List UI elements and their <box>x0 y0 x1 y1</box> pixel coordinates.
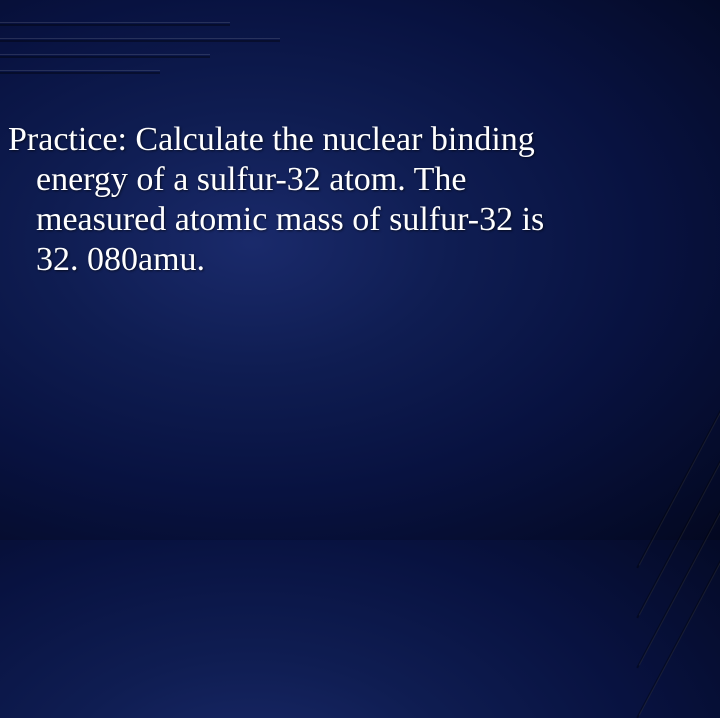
decor-streak <box>0 70 160 71</box>
decor-diagonal-shadow <box>636 353 720 619</box>
text-line-2: energy of a sulfur-32 atom. The <box>36 161 467 198</box>
decor-diagonal-shadow <box>636 303 720 569</box>
decor-streak <box>0 22 230 23</box>
decor-streak-shadow <box>0 40 280 42</box>
decor-streak <box>0 54 210 55</box>
decor-streak <box>0 38 280 39</box>
decor-streak-shadow <box>0 72 160 74</box>
text-line-4: 32. 080amu. <box>36 241 205 278</box>
slide-body-text: Practice: Calculate the nuclear binding … <box>8 120 680 280</box>
decor-streak-shadow <box>0 56 210 58</box>
decor-streak-shadow <box>0 24 230 26</box>
text-line-1: Practice: Calculate the nuclear binding <box>8 121 535 158</box>
text-line-3: measured atomic mass of sulfur-32 is <box>36 201 544 238</box>
decor-diagonal-shadow <box>636 403 720 669</box>
